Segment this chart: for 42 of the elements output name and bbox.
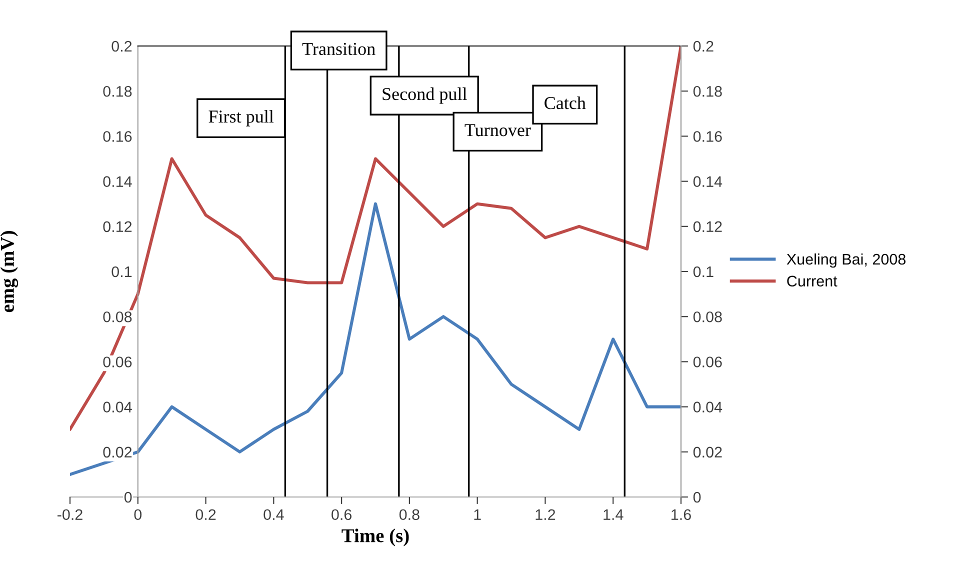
x-tick-label: 0 (134, 509, 142, 520)
y-tick-label: 0.18 (103, 86, 132, 97)
y2-tick-label: 0.14 (693, 176, 722, 187)
y-tick-label: 0.08 (103, 311, 132, 322)
x-tick-label: 0.2 (196, 509, 216, 520)
y2-tick-label: 0.12 (693, 221, 722, 232)
y2-tick-label: 0.16 (693, 131, 722, 142)
annotation: Transition (302, 42, 376, 56)
x-axis-title: Time (s) (342, 528, 409, 546)
x-tick-label: 0.8 (399, 509, 420, 520)
annotation: Catch (544, 96, 586, 110)
y-tick-label: 0.02 (103, 446, 132, 458)
line-series (70, 202, 681, 476)
y-axis-title: emg (mV) (0, 231, 18, 312)
x-tick-label: 1.2 (536, 509, 556, 520)
y2-tick-label: 0.04 (693, 402, 722, 412)
y-tick-label: 0.04 (103, 402, 132, 412)
y2-tick-label: 0.1 (693, 266, 714, 278)
x-tick-label: 1 (474, 509, 481, 520)
annotation: Second pull (382, 87, 467, 104)
x-tick-label: 0.4 (264, 509, 284, 520)
x-tick-label: 1.6 (672, 509, 691, 520)
y2-tick-label: 0.18 (693, 86, 722, 97)
y-tick-label: 0.1 (112, 266, 132, 278)
y-tick-label: 0.14 (103, 176, 132, 187)
annotation: First pull (208, 110, 274, 126)
annotation: Turnover (464, 124, 531, 136)
y-tick-label: 0.12 (103, 221, 132, 232)
y2-tick-label: 0 (693, 492, 701, 503)
y2-tick-label: 0.02 (693, 446, 722, 458)
x-tick-label: 0.6 (332, 509, 352, 520)
legend-label: Current (787, 276, 838, 287)
x-tick-label: 1.4 (604, 509, 624, 520)
legend-label: Xueling Bai, 2008 (786, 253, 906, 268)
y-tick-label: 0.16 (103, 131, 132, 142)
y-tick-label: 0.06 (103, 356, 132, 368)
y2-tick-label: 0.06 (693, 356, 722, 368)
y2-tick-label: 0.08 (693, 311, 722, 322)
y-tick-label: 0.2 (112, 40, 132, 52)
y2-tick-label: 0.2 (693, 40, 714, 52)
y-tick-label: 0 (124, 492, 132, 503)
x-tick-label: -0.2 (58, 509, 82, 520)
